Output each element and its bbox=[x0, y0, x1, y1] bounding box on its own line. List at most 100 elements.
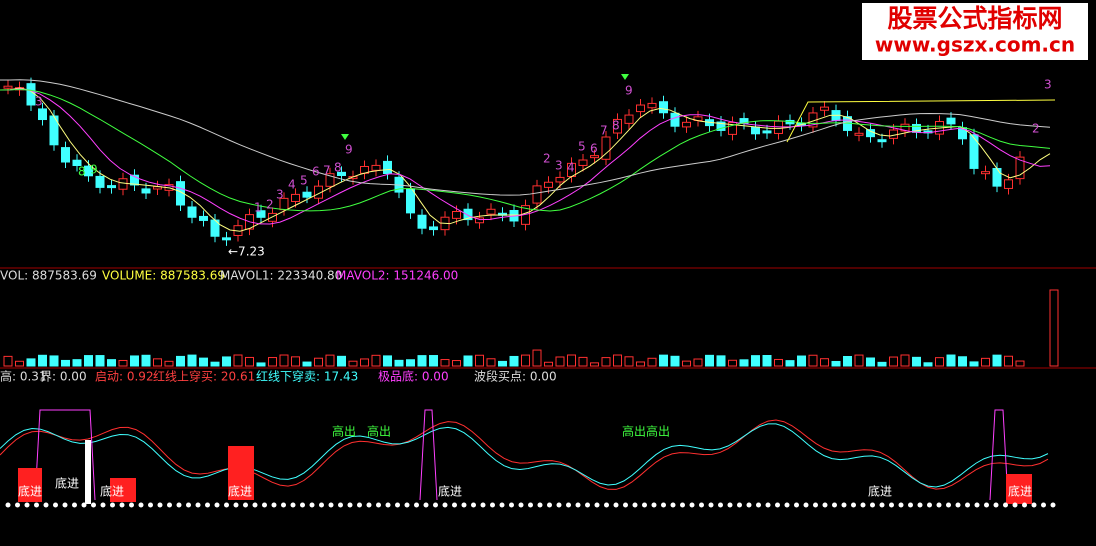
baseline-dot bbox=[670, 502, 676, 508]
candle bbox=[95, 175, 105, 188]
candle bbox=[429, 226, 438, 231]
baseline-dot bbox=[290, 502, 296, 508]
candle bbox=[118, 178, 128, 190]
baseline-dot bbox=[927, 502, 932, 508]
signal-block bbox=[110, 478, 136, 502]
volume-bar bbox=[130, 355, 139, 367]
count: 3 bbox=[555, 159, 563, 173]
candle bbox=[199, 215, 208, 221]
baseline-dot bbox=[689, 502, 695, 508]
volume-bar bbox=[475, 354, 484, 367]
candle bbox=[475, 217, 484, 224]
baseline-dot bbox=[879, 502, 885, 508]
volume-bar bbox=[118, 359, 128, 367]
candle bbox=[130, 174, 139, 186]
volume-bar bbox=[1015, 360, 1025, 367]
baseline-dot bbox=[1031, 502, 1037, 508]
baseline-dot bbox=[148, 502, 153, 508]
volume-bar bbox=[877, 361, 887, 367]
baseline-dot bbox=[699, 502, 704, 508]
baseline-dot bbox=[385, 502, 391, 508]
count: 3 bbox=[1044, 78, 1052, 92]
volume-bar bbox=[394, 359, 404, 367]
baseline-dot bbox=[91, 502, 96, 508]
baseline-dot bbox=[15, 502, 20, 508]
baseline-dot bbox=[585, 502, 590, 508]
baseline-dot bbox=[898, 502, 904, 508]
volume-bar bbox=[774, 358, 783, 367]
baseline-dot bbox=[138, 502, 144, 508]
baseline-dot bbox=[594, 502, 600, 508]
baseline-dot bbox=[547, 502, 552, 508]
candle bbox=[38, 108, 47, 121]
baseline-dot bbox=[813, 502, 818, 508]
baseline-dot bbox=[129, 502, 134, 508]
volume-bar bbox=[348, 360, 358, 367]
volume-bar bbox=[383, 355, 392, 367]
indicator-legend: 高: 0.31 界: 0.00 启动: 0.92 红线上穿买: 20.61 红线… bbox=[0, 369, 557, 384]
ma-line bbox=[0, 88, 1051, 212]
baseline-dot bbox=[53, 502, 58, 508]
volume-bar bbox=[199, 357, 208, 367]
signal-block bbox=[228, 446, 254, 500]
baseline-dot bbox=[110, 502, 115, 508]
volume-bar bbox=[337, 355, 346, 367]
signal: 底进 bbox=[100, 484, 124, 499]
baseline-dot bbox=[974, 502, 980, 508]
candle bbox=[3, 85, 13, 89]
volume-bar bbox=[682, 360, 691, 367]
baseline-dot bbox=[727, 502, 733, 508]
baseline-dot bbox=[946, 502, 951, 508]
baseline-dot bbox=[224, 502, 229, 508]
candle bbox=[854, 132, 864, 136]
volume-bar bbox=[992, 354, 1002, 367]
candle bbox=[291, 193, 300, 202]
volume-bar bbox=[187, 354, 197, 367]
count: 8 bbox=[78, 165, 86, 179]
candle bbox=[26, 83, 36, 106]
candle bbox=[647, 102, 657, 109]
baseline-dot bbox=[1050, 502, 1056, 508]
baseline-dot bbox=[300, 502, 305, 508]
legend-item: 波段买点: 0.00 bbox=[474, 369, 557, 384]
baseline-dot bbox=[860, 502, 866, 508]
volume-bar bbox=[3, 355, 13, 367]
baseline-dot bbox=[803, 502, 809, 508]
count: 6 bbox=[312, 165, 320, 179]
legend-item: MAVOL1: 223340.80 bbox=[220, 269, 342, 283]
baseline-dot bbox=[338, 502, 343, 508]
ma-line bbox=[0, 87, 1051, 232]
count: 8 bbox=[334, 161, 342, 175]
baseline-dot bbox=[319, 502, 324, 508]
volume-bar bbox=[38, 354, 47, 367]
ma-line bbox=[0, 88, 1051, 225]
baseline-dot bbox=[281, 502, 286, 508]
volume-bar bbox=[417, 355, 427, 367]
baseline-dot bbox=[328, 502, 334, 508]
count: 3 bbox=[276, 188, 284, 202]
volume-bar bbox=[1004, 355, 1013, 367]
signals: 高出 高出 高出高出 底进 底进 底进 底进 底进 底进 底进 bbox=[18, 424, 1032, 499]
volume-bar bbox=[969, 361, 979, 367]
legend-item: 极品底: 0.00 bbox=[378, 369, 449, 384]
baseline-dot bbox=[43, 502, 49, 508]
baseline-dot bbox=[632, 502, 638, 508]
baseline-dot bbox=[984, 502, 989, 508]
baseline-dot bbox=[414, 502, 419, 508]
volume-bar bbox=[578, 356, 588, 367]
baseline-dot bbox=[395, 502, 400, 508]
candle bbox=[659, 101, 668, 114]
volume-bar bbox=[613, 354, 622, 367]
annotations: 3 8 9 1 2 3 4 5 6 7 8 9 2 3 4 5 6 7 8 9 … bbox=[35, 78, 1052, 259]
count: 4 bbox=[288, 178, 296, 192]
volume-bar bbox=[49, 355, 59, 367]
logo-name: 股票公式指标网 bbox=[887, 4, 1062, 33]
baseline-dot bbox=[1003, 502, 1008, 508]
baseline-dot bbox=[186, 502, 191, 508]
candle bbox=[590, 155, 599, 159]
volume-bar bbox=[946, 354, 956, 367]
candle bbox=[992, 167, 1002, 187]
signal: 底进 bbox=[438, 484, 462, 499]
